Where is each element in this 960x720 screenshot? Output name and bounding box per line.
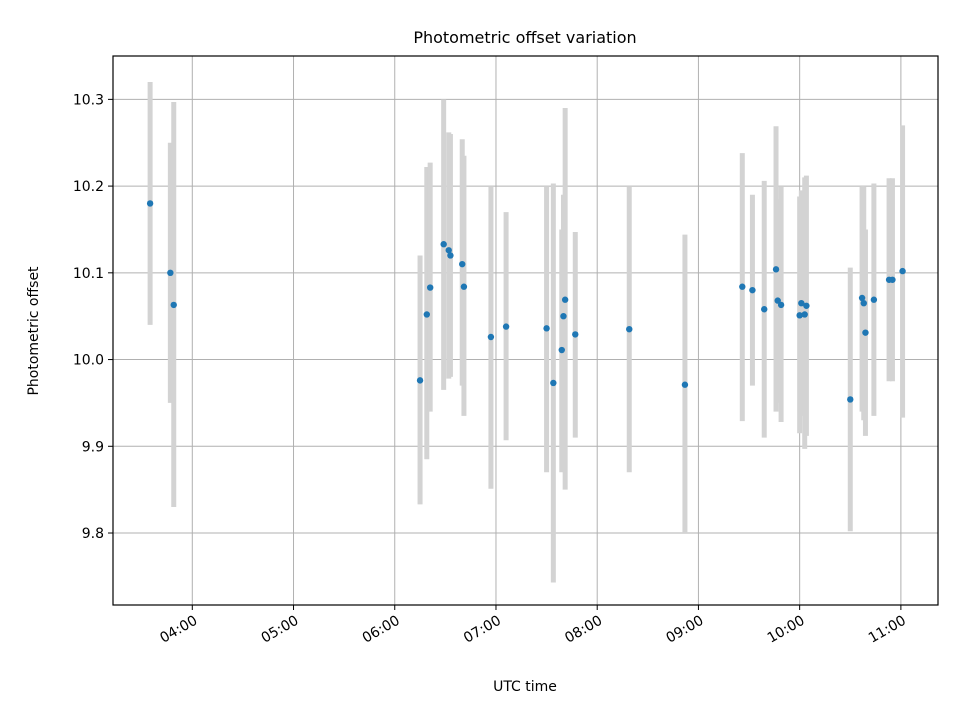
x-tick-label: 04:00 (157, 613, 200, 647)
data-point (774, 297, 781, 304)
y-tick-label: 10.2 (73, 179, 104, 195)
x-tick-label: 10:00 (765, 613, 808, 647)
data-point (739, 283, 746, 290)
data-point (416, 377, 424, 384)
data-point (423, 311, 431, 318)
data-point (899, 267, 906, 275)
data-point (170, 301, 177, 309)
data-point (445, 247, 452, 254)
data-point (560, 312, 567, 320)
data-point (847, 396, 854, 403)
x-tick-label: 09:00 (663, 613, 706, 647)
data-point (889, 276, 896, 283)
x-tick-label: 05:00 (259, 613, 302, 647)
plot-frame (112, 55, 939, 606)
data-point (146, 200, 154, 207)
y-tick-label: 10.3 (73, 92, 104, 108)
data-point (681, 381, 689, 388)
y-tick-label: 9.9 (82, 439, 104, 455)
x-tick-label: 11:00 (866, 613, 909, 647)
data-point (626, 325, 633, 333)
y-axis-ticks: 9.8 9.9 10.0 10.1 10.2 10.3 (73, 92, 113, 542)
data-point (761, 306, 768, 313)
data-point (572, 331, 579, 338)
data-point (460, 283, 468, 290)
data-points (146, 200, 906, 403)
y-tick-label: 10.1 (73, 266, 104, 282)
x-axis-label: UTC time (493, 679, 557, 695)
data-point (860, 299, 867, 307)
data-point (561, 296, 569, 303)
data-point (772, 266, 780, 273)
data-point (858, 294, 866, 302)
data-point (870, 296, 878, 303)
x-tick-label: 07:00 (461, 613, 504, 647)
data-point (749, 286, 756, 294)
data-point (459, 260, 466, 268)
data-point (543, 325, 550, 332)
data-point (487, 333, 495, 341)
data-point (167, 269, 174, 277)
data-point (550, 379, 557, 387)
grid (113, 56, 938, 605)
error-bars (147, 82, 906, 583)
data-point (440, 241, 447, 248)
x-tick-label: 06:00 (360, 613, 403, 647)
data-point (862, 329, 869, 336)
data-point (502, 323, 510, 330)
data-point (801, 311, 808, 318)
data-point (796, 312, 803, 319)
y-axis-label: Photometric offset (26, 266, 42, 396)
data-point (558, 346, 565, 354)
chart-title: Photometric offset variation (413, 28, 636, 47)
data-point (426, 284, 434, 291)
x-tick-label: 08:00 (562, 613, 605, 647)
y-tick-label: 10.0 (73, 353, 104, 369)
y-tick-label: 9.8 (82, 526, 104, 542)
data-point (803, 302, 810, 309)
data-point (798, 299, 805, 307)
x-axis-ticks: 04:00 05:00 06:00 07:00 08:00 09:00 10:00 11:00 (157, 605, 909, 647)
data-point (777, 301, 785, 309)
data-point (447, 252, 454, 259)
